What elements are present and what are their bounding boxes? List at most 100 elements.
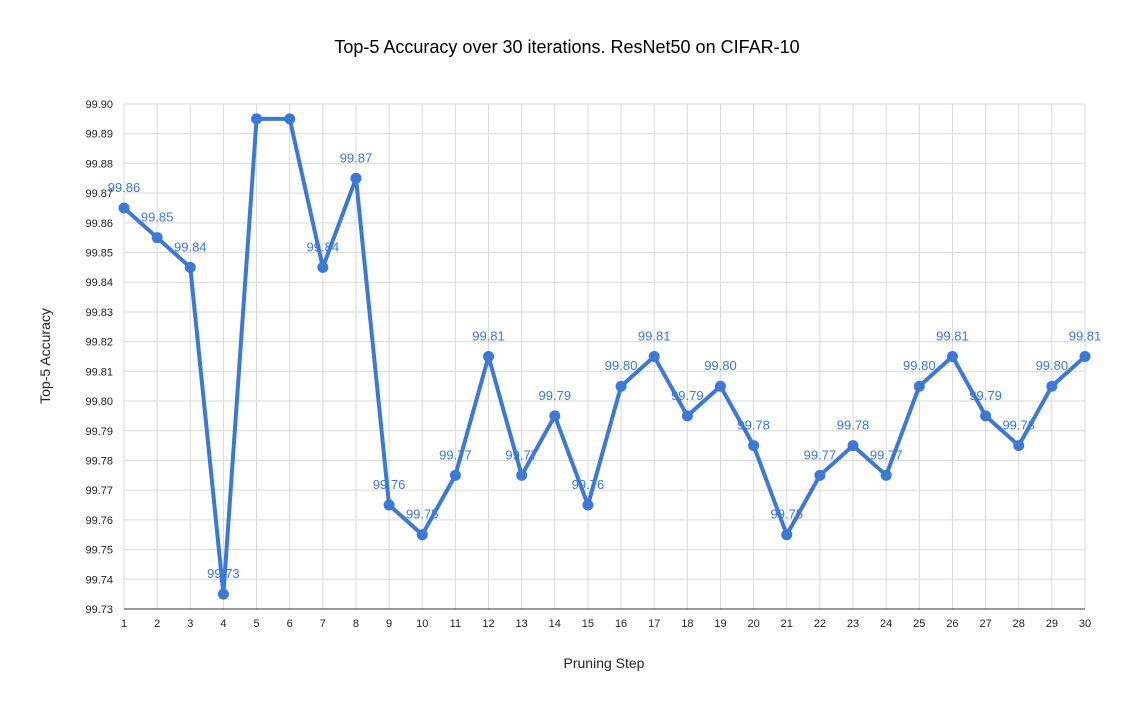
data-point bbox=[416, 529, 428, 541]
y-tick-label: 99.80 bbox=[85, 396, 113, 408]
data-label: 99.80 bbox=[605, 358, 638, 373]
data-points bbox=[118, 113, 1091, 600]
series-line bbox=[122, 116, 1087, 597]
x-tick-label: 10 bbox=[416, 618, 428, 630]
y-tick-label: 99.73 bbox=[85, 604, 113, 616]
y-tick-label: 99.81 bbox=[85, 366, 113, 378]
y-tick-label: 99.78 bbox=[85, 455, 113, 467]
data-point bbox=[847, 440, 859, 452]
data-point bbox=[516, 469, 528, 481]
y-tick-label: 99.74 bbox=[85, 574, 113, 586]
data-label: 99.77 bbox=[870, 447, 903, 462]
data-point bbox=[913, 380, 925, 392]
x-tick-label: 21 bbox=[781, 618, 793, 630]
data-point bbox=[549, 410, 561, 422]
data-point bbox=[615, 380, 627, 392]
data-point bbox=[1013, 440, 1025, 452]
x-tick-label: 18 bbox=[681, 618, 693, 630]
data-label: 99.81 bbox=[1069, 329, 1102, 344]
x-axis-title: Pruning Step bbox=[564, 655, 645, 671]
x-tick-label: 4 bbox=[220, 618, 226, 630]
data-label: 99.77 bbox=[505, 447, 538, 462]
x-tick-label: 12 bbox=[482, 618, 494, 630]
data-label: 99.78 bbox=[837, 418, 870, 433]
data-label: 99.76 bbox=[373, 477, 406, 492]
x-tick-label: 1 bbox=[121, 618, 127, 630]
x-tick-label: 20 bbox=[747, 618, 759, 630]
data-label: 99.73 bbox=[207, 566, 240, 581]
data-label: 99.76 bbox=[572, 477, 605, 492]
data-point bbox=[880, 469, 892, 481]
y-tick-label: 99.85 bbox=[85, 248, 113, 260]
data-point bbox=[714, 380, 726, 392]
data-point bbox=[449, 469, 461, 481]
x-tick-label: 26 bbox=[946, 618, 958, 630]
data-label: 99.79 bbox=[671, 388, 704, 403]
x-tick-label: 28 bbox=[1013, 618, 1025, 630]
data-point bbox=[251, 113, 263, 125]
x-tick-label: 6 bbox=[287, 618, 293, 630]
y-tick-label: 99.88 bbox=[85, 158, 113, 170]
data-label: 99.75 bbox=[406, 507, 439, 522]
data-label: 99.85 bbox=[141, 210, 174, 225]
data-point bbox=[1046, 380, 1058, 392]
y-axis-title: Top-5 Accuracy bbox=[37, 308, 53, 404]
x-tick-label: 16 bbox=[615, 618, 627, 630]
x-tick-label: 3 bbox=[187, 618, 193, 630]
data-label: 99.81 bbox=[472, 329, 505, 344]
data-label: 99.77 bbox=[439, 447, 472, 462]
x-tick-label: 2 bbox=[154, 618, 160, 630]
data-label: 99.80 bbox=[704, 358, 737, 373]
y-tick-label: 99.77 bbox=[85, 485, 113, 497]
x-tick-label: 8 bbox=[353, 618, 359, 630]
data-point bbox=[748, 440, 760, 452]
data-point bbox=[681, 410, 693, 422]
y-tick-label: 99.90 bbox=[85, 99, 113, 111]
data-point bbox=[217, 588, 229, 600]
x-tick-label: 25 bbox=[913, 618, 925, 630]
x-axis-ticks: 1 2 3 4 5 6 7 8 9 10 11 12 13 14 15 16 17 18 19 20 21 22 23 24 2… bbox=[121, 618, 1091, 630]
y-tick-label: 99.82 bbox=[85, 337, 113, 349]
x-tick-label: 19 bbox=[714, 618, 726, 630]
data-label: 99.81 bbox=[936, 329, 969, 344]
x-tick-label: 14 bbox=[549, 618, 561, 630]
y-tick-label: 99.86 bbox=[85, 218, 113, 230]
data-point bbox=[184, 261, 196, 273]
data-point bbox=[980, 410, 992, 422]
data-label: 99.87 bbox=[340, 150, 373, 165]
y-tick-label: 99.76 bbox=[85, 515, 113, 527]
x-tick-label: 13 bbox=[516, 618, 528, 630]
y-axis-ticks: 99.73 99.74 99.75 99.76 99.77 99.78 99.79 99.80… bbox=[85, 99, 113, 616]
data-point bbox=[383, 499, 395, 511]
data-point bbox=[284, 113, 296, 125]
data-label: 99.86 bbox=[108, 180, 141, 195]
gridlines bbox=[123, 103, 1086, 610]
x-tick-label: 17 bbox=[648, 618, 660, 630]
data-point bbox=[317, 261, 329, 273]
y-tick-label: 99.87 bbox=[85, 188, 113, 200]
data-label: 99.79 bbox=[539, 388, 572, 403]
data-point bbox=[781, 529, 793, 541]
data-point bbox=[151, 232, 163, 244]
data-point bbox=[946, 351, 958, 362]
x-tick-label: 11 bbox=[450, 618, 461, 630]
data-point bbox=[814, 469, 826, 481]
y-tick-label: 99.79 bbox=[85, 426, 113, 438]
data-label: 99.78 bbox=[1002, 418, 1035, 433]
x-tick-label: 27 bbox=[979, 618, 991, 630]
x-tick-label: 5 bbox=[253, 618, 259, 630]
chart-title: Top-5 Accuracy over 30 iterations. ResNe… bbox=[334, 37, 799, 57]
x-tick-label: 29 bbox=[1046, 618, 1058, 630]
y-tick-label: 99.75 bbox=[85, 545, 113, 557]
x-tick-label: 30 bbox=[1079, 618, 1091, 630]
data-label: 99.84 bbox=[174, 239, 207, 254]
data-label: 99.84 bbox=[307, 239, 340, 254]
x-tick-label: 15 bbox=[582, 618, 594, 630]
y-tick-label: 99.84 bbox=[85, 277, 113, 289]
x-tick-label: 9 bbox=[386, 618, 392, 630]
data-label: 99.80 bbox=[903, 358, 936, 373]
data-point bbox=[483, 351, 495, 362]
x-tick-label: 7 bbox=[320, 618, 326, 630]
